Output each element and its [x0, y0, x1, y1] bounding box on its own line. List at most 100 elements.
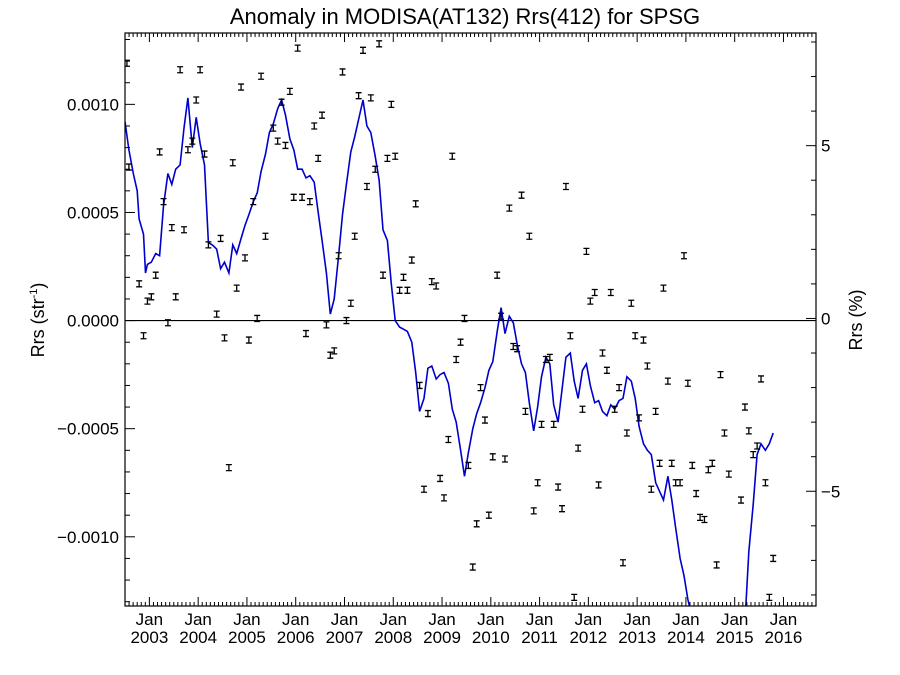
x-tick-label-month-11: Jan [672, 610, 699, 629]
data-point-128 [656, 459, 663, 467]
data-point-102 [550, 420, 557, 429]
data-point-50 [339, 68, 346, 76]
data-point-108 [575, 444, 582, 452]
data-point-37 [286, 87, 293, 96]
data-point-40 [299, 193, 306, 201]
data-point-125 [644, 362, 651, 370]
data-point-65 [400, 273, 407, 281]
data-point-62 [388, 100, 395, 109]
data-point-94 [518, 191, 525, 199]
data-point-9 [164, 319, 171, 327]
data-point-151 [758, 375, 765, 383]
data-point-58 [372, 165, 379, 173]
data-point-131 [668, 459, 675, 467]
data-point-139 [701, 515, 708, 524]
data-point-142 [713, 561, 720, 569]
data-point-24 [229, 159, 236, 167]
data-point-26 [238, 83, 245, 91]
x-tick-label-month-10: Jan [623, 610, 650, 629]
data-point-45 [319, 111, 326, 119]
y-axis-title-close: ) [28, 283, 48, 289]
data-point-114 [599, 349, 606, 357]
x-tick-label-year-3: 2006 [277, 628, 315, 647]
data-point-54 [355, 92, 362, 100]
data-point-25 [233, 284, 240, 292]
plot-content [125, 40, 816, 606]
data-point-51 [343, 316, 350, 325]
data-point-90 [501, 455, 508, 463]
data-point-78 [453, 355, 460, 364]
data-point-97 [530, 507, 537, 515]
data-point-129 [660, 284, 667, 292]
data-point-117 [611, 405, 618, 413]
y-tick-label-1: 0.0005 [67, 203, 119, 222]
data-point-49 [335, 252, 342, 260]
x-tick-label-month-5: Jan [380, 610, 407, 629]
data-point-122 [632, 332, 639, 340]
data-point-88 [494, 271, 501, 279]
data-point-75 [440, 494, 447, 502]
data-point-69 [416, 381, 423, 390]
data-point-92 [510, 342, 517, 351]
y2-tick-label-2: −5 [821, 482, 840, 501]
y-tick-label-3: −0.0005 [57, 420, 119, 439]
data-point-7 [156, 148, 163, 156]
data-point-59 [376, 40, 383, 48]
data-point-70 [420, 485, 427, 493]
data-point-56 [363, 182, 370, 191]
y-axis-title-sup: -1 [28, 289, 40, 299]
data-point-14 [184, 146, 191, 154]
data-point-134 [680, 252, 687, 260]
data-point-5 [148, 293, 155, 301]
data-point-27 [241, 254, 248, 262]
data-point-120 [623, 429, 630, 437]
data-point-30 [254, 314, 261, 323]
data-point-11 [172, 293, 179, 301]
y-tick-label-4: −0.0010 [57, 528, 119, 547]
data-point-29 [250, 198, 257, 206]
data-point-10 [168, 223, 175, 232]
x-tick-label-year-8: 2011 [521, 628, 558, 647]
plot-frame [124, 32, 817, 607]
data-point-137 [693, 489, 700, 498]
data-point-107 [571, 593, 578, 602]
data-point-154 [770, 554, 777, 563]
data-point-141 [709, 459, 716, 467]
data-point-32 [262, 232, 269, 240]
x-tick-label-year-6: 2009 [423, 628, 461, 647]
data-point-86 [485, 511, 492, 519]
y-tick-label-2: 0.0000 [67, 312, 119, 331]
data-point-41 [302, 329, 309, 338]
y2-axis-title: Rrs (%) [846, 290, 866, 351]
data-point-53 [351, 232, 358, 240]
data-point-132 [672, 479, 679, 487]
data-point-44 [315, 154, 322, 163]
data-point-76 [445, 435, 452, 444]
x-tick-label-year-12: 2015 [716, 628, 754, 647]
data-point-138 [697, 513, 704, 521]
y-axis-title-main: Rrs (str [28, 298, 48, 357]
data-point-109 [579, 405, 586, 413]
data-point-20 [213, 310, 220, 318]
data-point-119 [619, 559, 626, 567]
data-point-47 [327, 351, 334, 359]
data-point-101 [546, 353, 553, 361]
data-point-145 [725, 470, 732, 478]
data-point-77 [449, 152, 456, 160]
data-point-147 [741, 403, 748, 411]
anomaly-trend-line-1 [125, 97, 691, 606]
data-point-80 [461, 314, 468, 323]
data-point-16 [193, 96, 200, 104]
data-point-126 [648, 485, 655, 493]
data-point-81 [465, 461, 472, 470]
data-point-36 [282, 141, 289, 150]
data-point-91 [506, 204, 513, 212]
data-point-31 [258, 72, 265, 80]
x-tick-label-month-0: Jan [136, 610, 163, 629]
data-point-67 [408, 256, 415, 264]
data-point-17 [197, 66, 204, 74]
data-point-83 [473, 520, 480, 528]
x-tick-label-month-9: Jan [575, 610, 602, 629]
data-point-96 [526, 232, 533, 240]
data-point-116 [607, 288, 614, 297]
